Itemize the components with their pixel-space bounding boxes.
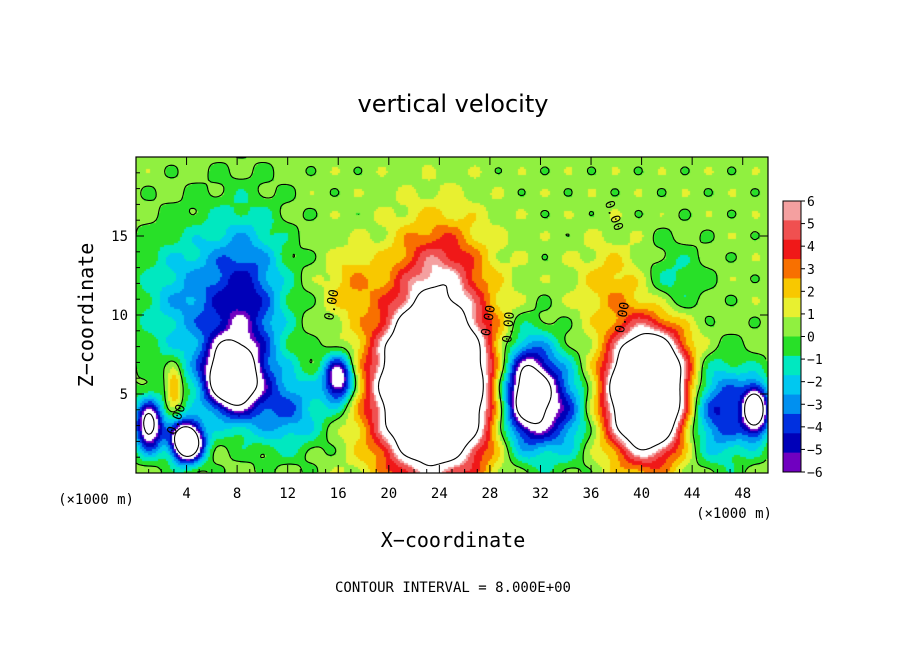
colorbar-swatch bbox=[783, 394, 801, 415]
y-axis-ticks: 5 10 15 bbox=[111, 172, 768, 458]
x-axis-ticks: 4 8 12 16 20 24 28 32 36 40 44 48 bbox=[148, 157, 756, 502]
colorbar-label: −1 bbox=[807, 353, 823, 368]
contour-label: 0.00 bbox=[613, 301, 633, 334]
x-tick-label: 16 bbox=[330, 486, 347, 502]
x-axis-title: X−coordinate bbox=[381, 528, 526, 552]
colorbar-swatch bbox=[783, 220, 801, 241]
colorbar-swatch bbox=[783, 239, 801, 260]
colorbar-label: 2 bbox=[807, 285, 815, 300]
x-tick-label: 24 bbox=[431, 486, 448, 502]
x-tick-label: 36 bbox=[583, 486, 600, 502]
colorbar: 6 5 4 3 2 1 0 −1 −2 −3 −4 −5 −6 bbox=[782, 195, 823, 481]
colorbar-label: 3 bbox=[807, 263, 815, 278]
velocity-field bbox=[136, 157, 768, 473]
colorbar-label: −4 bbox=[807, 421, 823, 436]
x-unit-right: (×1000 m) bbox=[696, 506, 772, 522]
contour-negative bbox=[143, 339, 764, 457]
x-unit-left: (×1000 m) bbox=[58, 492, 134, 508]
contour-interval-note: CONTOUR INTERVAL = 8.000E+00 bbox=[335, 580, 571, 596]
y-tick-label: 5 bbox=[120, 387, 128, 403]
x-tick-label: 8 bbox=[233, 486, 241, 502]
contour-label: 0.00 bbox=[322, 288, 342, 321]
y-axis-title: Z−coordinate bbox=[74, 243, 98, 388]
colorbar-label: 6 bbox=[807, 195, 815, 210]
colorbar-label: 1 bbox=[807, 308, 815, 323]
colorbar-swatch bbox=[783, 375, 801, 396]
colorbar-swatch bbox=[783, 297, 801, 318]
plot-area: 0.000.00 0.000.000.000.00 bbox=[135, 156, 769, 474]
contour-label: 0.00 bbox=[500, 311, 518, 344]
x-tick-label: 40 bbox=[633, 486, 650, 502]
colorbar-label: 4 bbox=[807, 240, 815, 255]
colorbar-swatch bbox=[783, 433, 801, 454]
chart-title: vertical velocity bbox=[358, 90, 549, 118]
colorbar-label: 0 bbox=[807, 331, 815, 346]
colorbar-label: −5 bbox=[807, 443, 823, 458]
colorbar-swatch bbox=[783, 413, 801, 434]
colorbar-label: −6 bbox=[807, 466, 823, 481]
colorbar-swatch bbox=[783, 355, 801, 376]
x-tick-label: 48 bbox=[734, 486, 751, 502]
contour-labels: 0.000.00 0.000.000.000.00 bbox=[165, 199, 634, 437]
x-tick-label: 32 bbox=[532, 486, 549, 502]
colorbar-swatch bbox=[783, 336, 801, 357]
colorbar-swatch bbox=[783, 452, 801, 473]
x-tick-label: 12 bbox=[279, 486, 296, 502]
colorbar-swatch bbox=[783, 317, 801, 337]
y-tick-label: 15 bbox=[111, 229, 128, 245]
colorbar-label: −2 bbox=[807, 376, 823, 391]
x-tick-label: 4 bbox=[182, 486, 190, 502]
contour-label: 0.00 bbox=[479, 304, 499, 337]
x-tick-label: 20 bbox=[380, 486, 397, 502]
x-tick-label: 44 bbox=[684, 486, 701, 502]
colorbar-swatch bbox=[783, 278, 801, 299]
x-tick-label: 28 bbox=[481, 486, 498, 502]
colorbar-label: −3 bbox=[807, 398, 823, 413]
colorbar-label: 5 bbox=[807, 218, 815, 233]
y-tick-label: 10 bbox=[111, 308, 128, 324]
colorbar-swatch bbox=[783, 201, 801, 221]
colorbar-swatch bbox=[783, 259, 801, 279]
contour-positive bbox=[377, 284, 682, 467]
